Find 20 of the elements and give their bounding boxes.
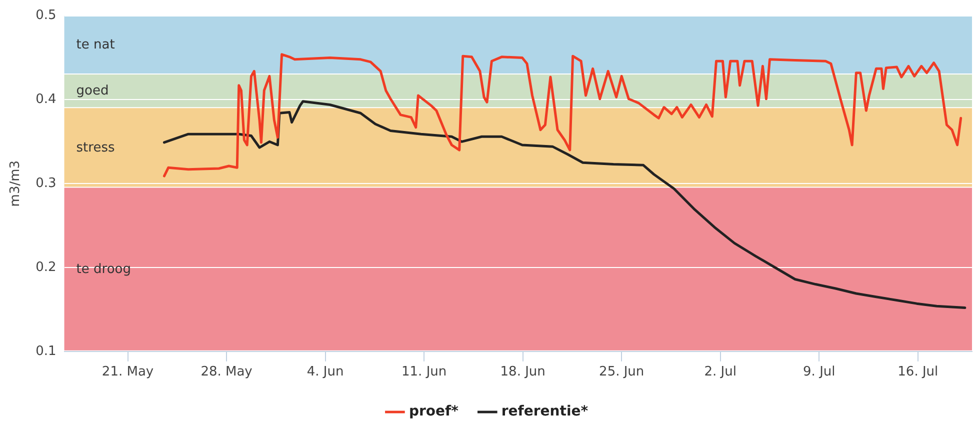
y-tick-label: 0.3: [36, 176, 56, 191]
y-tick-label: 0.2: [36, 260, 56, 275]
y-axis-title: m3/m3: [8, 160, 24, 207]
band-label: stress: [76, 140, 115, 156]
x-tick-label: 4. Jun: [306, 364, 344, 380]
x-tick-label: 21. May: [102, 364, 154, 380]
y-tick-label: 0.5: [36, 8, 56, 24]
x-tick-label: 11. Jun: [402, 364, 447, 380]
band-label: goed: [76, 84, 109, 99]
band-label: te nat: [76, 38, 115, 53]
x-tick-label: 28. May: [200, 364, 253, 380]
x-tick-label: 2. Jul: [704, 364, 736, 380]
x-tick-label: 9. Jul: [803, 364, 836, 380]
x-tick-label: 18. Jun: [500, 364, 546, 380]
y-tick-label: 0.1: [36, 344, 56, 359]
legend-label: referentie*: [501, 404, 589, 420]
legend-label: proef*: [408, 404, 460, 420]
x-tick-label: 25. Jun: [599, 364, 644, 380]
x-tick-label: 16. Jul: [898, 364, 938, 380]
y-tick-label: 0.4: [36, 92, 56, 108]
